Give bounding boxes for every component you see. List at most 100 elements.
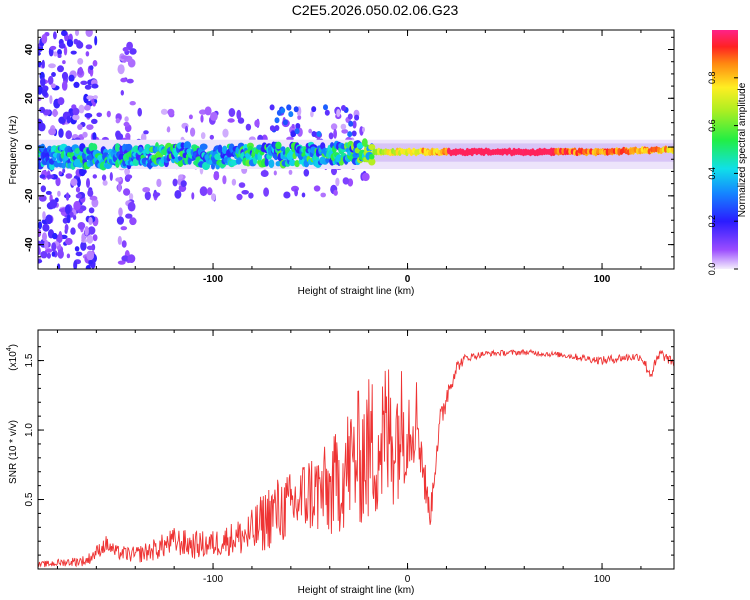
band-cell <box>294 160 300 168</box>
noise-blob <box>72 107 80 116</box>
band-cell <box>180 142 185 149</box>
noise-blob <box>125 174 133 179</box>
noise-blob <box>204 106 212 116</box>
spectrogram-x-label: Height of straight line (km) <box>298 286 415 297</box>
noise-blob <box>125 213 133 219</box>
noise-blob <box>120 226 128 231</box>
noise-blob <box>211 193 216 201</box>
noise-blob <box>222 128 229 138</box>
noise-blob <box>38 51 41 56</box>
noise-blob <box>228 108 236 117</box>
chart-title: C2E5.2026.050.02.06.G23 <box>291 2 459 18</box>
snr-multiplier-base: (x10 <box>8 351 19 371</box>
noise-blob <box>336 109 341 117</box>
noise-blob <box>102 180 108 186</box>
noise-blob <box>92 132 97 141</box>
noise-blob <box>122 47 129 52</box>
noise-blob <box>92 60 98 67</box>
band-cell <box>320 142 326 150</box>
colorbar-tick-label: 0.8 <box>707 72 717 85</box>
band-outlier <box>354 114 360 121</box>
noise-blob <box>75 186 81 193</box>
snr-multiplier: (x104) <box>6 344 19 371</box>
noise-blob <box>68 74 75 82</box>
noise-blob <box>57 65 64 73</box>
noise-blob <box>85 51 90 57</box>
band-outlier <box>311 131 317 137</box>
spectrogram-axes: -100 0 100 -40 -20 0 20 40 <box>24 30 674 285</box>
noise-blob <box>85 44 93 50</box>
noise-blob <box>38 194 47 202</box>
noise-blob <box>115 177 122 182</box>
noise-blob <box>127 201 136 212</box>
noise-blob <box>52 232 58 240</box>
x-tick-label: 100 <box>594 274 611 285</box>
band-outlier <box>351 130 357 137</box>
noise-blob <box>308 128 313 134</box>
noise-blob <box>210 111 218 121</box>
band-cell <box>125 143 133 152</box>
noise-blob <box>200 114 204 123</box>
noise-blob <box>191 192 195 200</box>
noise-blob <box>185 125 188 133</box>
y-tick-label: -20 <box>24 188 35 203</box>
x-tick-label: -100 <box>203 274 223 285</box>
band-cell <box>214 153 222 161</box>
band-outlier <box>323 104 328 111</box>
noise-blob <box>94 35 98 46</box>
noise-blob <box>86 124 94 130</box>
band-cell <box>177 155 183 161</box>
band-outlier <box>295 123 301 129</box>
noise-blob <box>44 239 49 250</box>
noise-blob <box>58 171 62 176</box>
noise-blob <box>78 104 85 114</box>
noise-blob <box>72 215 77 220</box>
y-tick-label: 40 <box>24 44 35 56</box>
snr-panel: -100 0 100 0.5 1.0 1.5 Height of straight lin… <box>6 329 675 596</box>
noise-blob <box>96 112 102 118</box>
noise-blob <box>38 259 43 264</box>
noise-blob <box>41 34 48 44</box>
noise-blob <box>199 186 208 197</box>
noise-blob <box>51 251 56 257</box>
noise-blob <box>40 251 48 259</box>
noise-blob <box>57 190 61 197</box>
band-outlier <box>274 117 280 124</box>
noise-blob <box>92 102 96 107</box>
noise-blob <box>70 50 77 55</box>
noise-blob <box>352 120 357 129</box>
colorbar-gradient <box>712 30 738 269</box>
noise-blob <box>77 124 83 130</box>
noise-blob <box>39 106 46 113</box>
noise-blob <box>86 95 94 100</box>
noise-blob <box>320 192 327 198</box>
band-outlier <box>341 105 346 111</box>
noise-blob <box>236 193 243 201</box>
noise-blob <box>91 118 98 124</box>
noise-blob <box>106 110 111 118</box>
noise-blob <box>78 66 83 76</box>
band-outlier <box>347 131 353 138</box>
noise-blob <box>303 169 310 177</box>
noise-blob <box>301 192 306 198</box>
noise-blob <box>84 104 91 111</box>
noise-blob <box>51 242 57 252</box>
noise-blob <box>166 126 171 133</box>
noise-blob <box>80 80 88 86</box>
noise-blob <box>88 217 93 225</box>
noise-blob <box>45 214 53 225</box>
noise-blob <box>58 128 64 138</box>
noise-blob <box>77 209 84 214</box>
noise-blob <box>58 208 67 213</box>
noise-blob <box>330 123 338 130</box>
band-cell <box>671 146 674 153</box>
noise-blob <box>129 48 137 55</box>
band-cell <box>268 159 275 169</box>
noise-blob <box>85 265 91 269</box>
noise-blob <box>174 190 182 199</box>
noise-blob <box>66 253 71 259</box>
noise-blob <box>52 108 58 118</box>
noise-blob <box>57 249 64 259</box>
noise-blob <box>87 226 96 235</box>
noise-blob <box>92 234 98 242</box>
